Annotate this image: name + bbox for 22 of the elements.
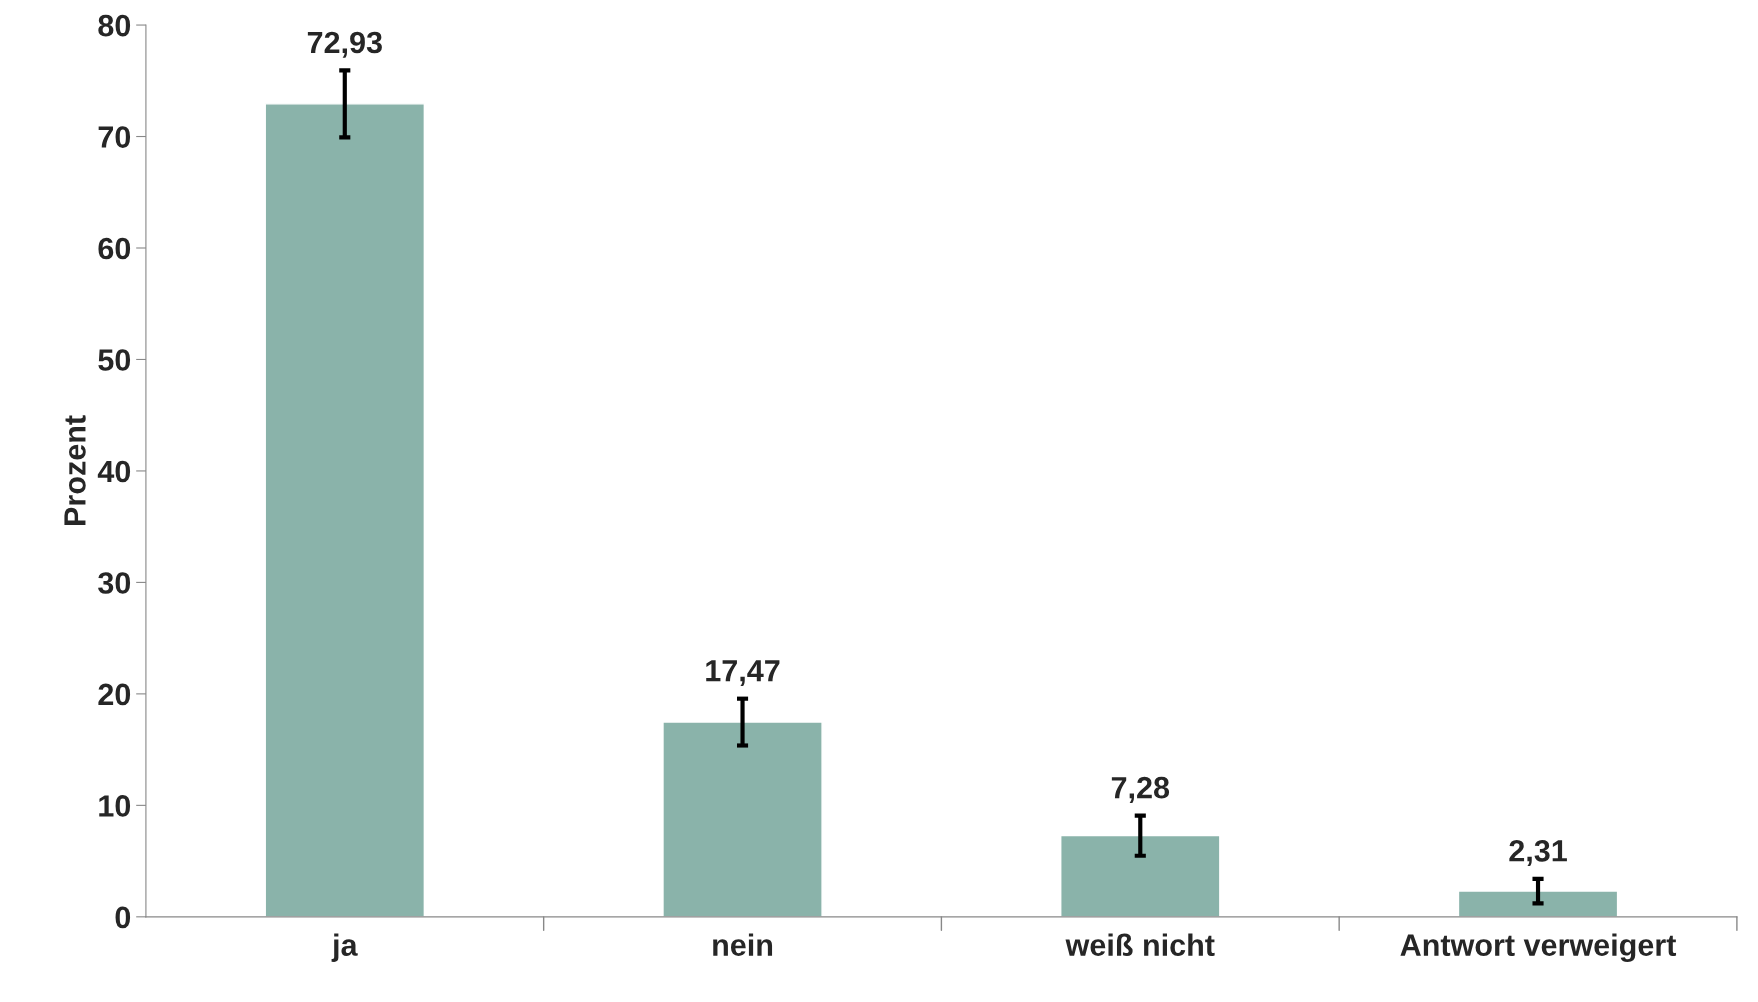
y-tick-label: 80 <box>98 14 131 37</box>
y-tick-label: 20 <box>98 683 131 706</box>
bar <box>264 103 426 917</box>
y-tick-label: 50 <box>98 349 131 371</box>
x-tick-label: Antwort verweigert <box>1400 933 1677 963</box>
data-label: 2,31 <box>1509 840 1567 867</box>
y-tick-label: 10 <box>99 795 131 817</box>
y-tick-label: 70 <box>98 126 131 148</box>
bar <box>1060 834 1221 917</box>
data-label: 7,28 <box>1111 776 1170 803</box>
data-label: 17,47 <box>706 660 780 686</box>
data-label: 72,93 <box>307 31 382 58</box>
x-tick-label: nein <box>713 933 773 956</box>
bar <box>1457 890 1619 917</box>
y-tick-label: 60 <box>98 237 131 260</box>
y-axis-title: Prozent <box>64 415 86 525</box>
y-tick-label: 30 <box>98 572 131 594</box>
y-tick-label: 40 <box>97 460 131 483</box>
y-tick-label: 0 <box>115 906 131 929</box>
bar <box>662 721 823 917</box>
x-tick-label: weiß nicht <box>1065 933 1215 956</box>
x-tick-label: ja <box>331 933 358 962</box>
